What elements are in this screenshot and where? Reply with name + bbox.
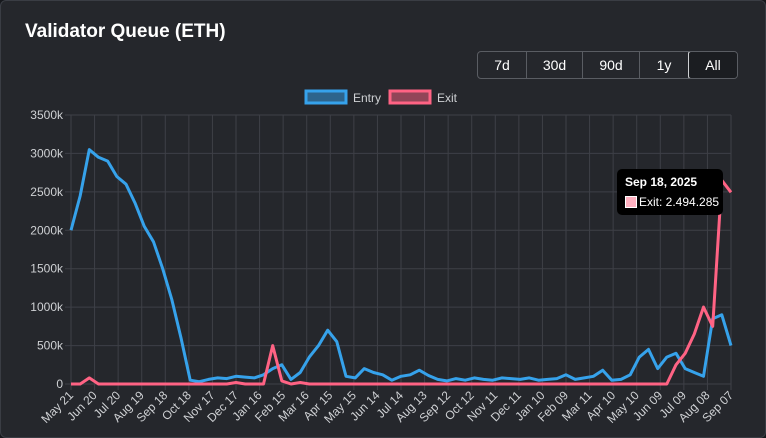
series-lines [69,148,733,386]
legend-swatch-exit[interactable] [388,89,432,105]
grid-lines [65,114,732,390]
series-line-entry[interactable] [69,148,733,384]
y-tick-label: 2000k [30,223,64,237]
y-tick-label: 3000k [30,146,64,160]
y-tick-label: 0 [56,377,63,391]
tooltip-value: Exit: 2.494.285 [639,195,720,209]
range-button-30d[interactable]: 30d [527,52,583,78]
tooltip-date: Sep 18, 2025 [625,175,698,189]
range-button-all[interactable]: All [688,52,737,78]
series-line-exit[interactable] [71,178,733,386]
legend-label-exit[interactable]: Exit [437,91,458,105]
range-button-7d[interactable]: 7d [478,52,527,78]
y-tick-label: 1500k [30,262,64,276]
y-tick-label: 500k [37,339,64,353]
time-range-selector: 7d 30d 90d 1y All [477,51,738,79]
y-tick-label: 3500k [30,108,64,122]
legend-swatch-entry[interactable] [304,89,348,105]
range-button-90d[interactable]: 90d [583,52,640,78]
y-axis-tick-labels: 0 500k 1000k 1500k 2000k 2500k 3000k 3500k [30,108,64,391]
legend: Entry Exit [304,89,458,105]
y-tick-label: 2500k [30,185,64,199]
tooltip-color-swatch [625,196,637,208]
data-tooltip: Sep 18, 2025 Exit: 2.494.285 [617,169,723,215]
legend-label-entry[interactable]: Entry [353,91,381,105]
y-tick-label: 1000k [30,300,64,314]
chart-title: Validator Queue (ETH) [25,21,226,42]
